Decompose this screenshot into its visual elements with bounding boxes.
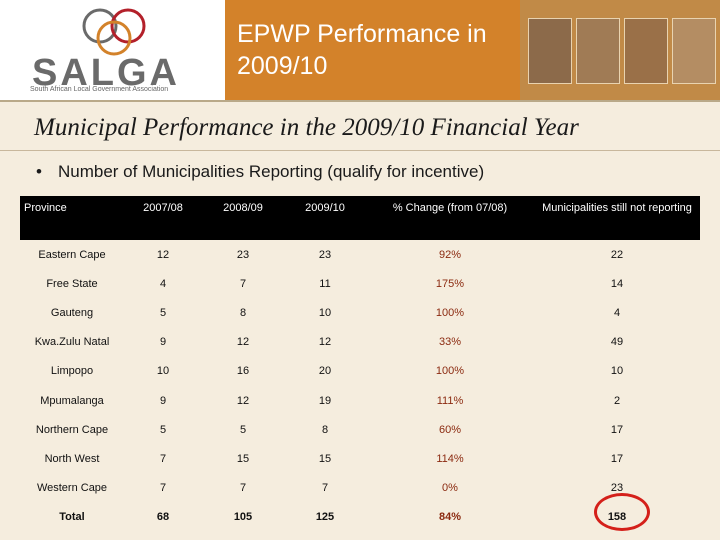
highlight-circle bbox=[594, 493, 650, 531]
bullet-point: • Number of Municipalities Reporting (qua… bbox=[36, 162, 484, 182]
table-cell: Free State bbox=[46, 277, 98, 290]
table-cell: 23 bbox=[610, 482, 624, 495]
table-cell: 100% bbox=[435, 306, 465, 319]
table-cell: Kwa.Zulu Natal bbox=[34, 336, 110, 349]
table-cell: 175% bbox=[435, 277, 465, 290]
table-cell: 14 bbox=[610, 277, 624, 290]
table-cell: 19 bbox=[318, 394, 332, 407]
bullet-icon: • bbox=[36, 162, 42, 181]
table-cell: Total bbox=[59, 511, 85, 524]
table-cell: 4 bbox=[159, 277, 167, 290]
photo-1 bbox=[528, 18, 572, 84]
column-header: 2007/08 bbox=[124, 196, 202, 240]
table-cell: 60% bbox=[438, 423, 462, 436]
photo-2 bbox=[576, 18, 620, 84]
photo-3 bbox=[624, 18, 668, 84]
table-cell: 15 bbox=[236, 452, 250, 465]
table-cell: 84% bbox=[438, 511, 462, 524]
table-cell: 5 bbox=[159, 306, 167, 319]
table-cell: 17 bbox=[610, 452, 624, 465]
table-cell: 105 bbox=[233, 511, 253, 524]
table-cell: 5 bbox=[239, 423, 247, 436]
column-header: % Change (from 07/08) bbox=[366, 196, 534, 240]
table-cell: 0% bbox=[442, 482, 458, 495]
table-cell: 22 bbox=[610, 248, 624, 261]
table-cell: Mpumalanga bbox=[40, 394, 104, 407]
table-cell: Limpopo bbox=[50, 365, 94, 378]
table-cell: 10 bbox=[610, 365, 624, 378]
column-header: Province bbox=[20, 196, 124, 240]
table-cell: 12 bbox=[236, 336, 250, 349]
table-cell: 12 bbox=[156, 248, 170, 261]
table-cell: 4 bbox=[613, 306, 621, 319]
table-row: Mpumalanga 9 12 19 111% 2 bbox=[20, 386, 700, 415]
photo-4 bbox=[672, 18, 716, 84]
photo-strip bbox=[520, 0, 720, 100]
logo-tagline: South African Local Government Associati… bbox=[30, 86, 169, 93]
table-cell: 7 bbox=[159, 452, 167, 465]
table-cell: North West bbox=[44, 452, 100, 465]
title-band bbox=[225, 0, 520, 100]
table-cell: 9 bbox=[159, 394, 167, 407]
header: SALGA South African Local Government Ass… bbox=[0, 0, 720, 100]
table-cell: Western Cape bbox=[36, 482, 108, 495]
table-cell: 49 bbox=[610, 336, 624, 349]
column-header: 2008/09 bbox=[202, 196, 284, 240]
table-cell: 7 bbox=[321, 482, 329, 495]
table-cell: 10 bbox=[156, 365, 170, 378]
table-cell: 33% bbox=[438, 336, 462, 349]
table-cell: 111% bbox=[436, 394, 464, 407]
table-row: Eastern Cape 12 23 23 92% 22 bbox=[20, 240, 700, 269]
table-cell: 9 bbox=[159, 336, 167, 349]
table-row: Kwa.Zulu Natal 9 12 12 33% 49 bbox=[20, 328, 700, 357]
table-cell: 114% bbox=[436, 452, 464, 465]
table-cell: 92% bbox=[438, 248, 462, 261]
table-cell: 2 bbox=[613, 394, 621, 407]
table-header-row: Province 2007/08 2008/09 2009/10 % Chang… bbox=[20, 196, 700, 240]
table-row: Limpopo 10 16 20 100% 10 bbox=[20, 357, 700, 386]
table-cell: 7 bbox=[239, 277, 247, 290]
table-cell: 23 bbox=[318, 248, 332, 261]
table-cell: 8 bbox=[239, 306, 247, 319]
column-header: Municipalities still not reporting bbox=[534, 196, 700, 240]
performance-table: Province 2007/08 2008/09 2009/10 % Chang… bbox=[20, 196, 700, 532]
table-row: North West 7 15 15 114% 17 bbox=[20, 444, 700, 473]
table-cell: 12 bbox=[318, 336, 332, 349]
table-cell: 7 bbox=[159, 482, 167, 495]
table-cell: Gauteng bbox=[50, 306, 94, 319]
logo-rings-icon bbox=[82, 8, 146, 56]
table-cell: 15 bbox=[318, 452, 332, 465]
table-cell: 16 bbox=[236, 365, 250, 378]
table-cell: 5 bbox=[159, 423, 167, 436]
table-cell: 17 bbox=[610, 423, 624, 436]
table-cell: Northern Cape bbox=[35, 423, 109, 436]
divider bbox=[0, 100, 720, 102]
table-cell: 10 bbox=[318, 306, 332, 319]
table-cell: 11 bbox=[319, 277, 331, 290]
table-cell: 20 bbox=[318, 365, 332, 378]
table-cell: 100% bbox=[435, 365, 465, 378]
table-row: Northern Cape 5 5 8 60% 17 bbox=[20, 415, 700, 444]
table-row: Gauteng 5 8 10 100% 4 bbox=[20, 298, 700, 327]
logo-wordmark: SALGA bbox=[32, 52, 180, 94]
table-row: Free State 4 7 11 175% 14 bbox=[20, 269, 700, 298]
bullet-text: Number of Municipalities Reporting (qual… bbox=[58, 162, 485, 181]
divider bbox=[0, 150, 720, 151]
table-cell: 8 bbox=[321, 423, 329, 436]
table-cell: 68 bbox=[156, 511, 170, 524]
slide-subtitle: Municipal Performance in the 2009/10 Fin… bbox=[34, 114, 579, 141]
table-cell: Eastern Cape bbox=[38, 248, 106, 261]
table-cell: 12 bbox=[236, 394, 250, 407]
page-title: EPWP Performance in 2009/10 bbox=[237, 20, 487, 80]
table-row: Western Cape 7 7 7 0% 23 bbox=[20, 474, 700, 503]
column-header: 2009/10 bbox=[284, 196, 366, 240]
table-cell: 125 bbox=[315, 511, 335, 524]
table-cell: 23 bbox=[236, 248, 250, 261]
table-cell: 7 bbox=[239, 482, 247, 495]
salga-logo: SALGA South African Local Government Ass… bbox=[0, 0, 225, 100]
